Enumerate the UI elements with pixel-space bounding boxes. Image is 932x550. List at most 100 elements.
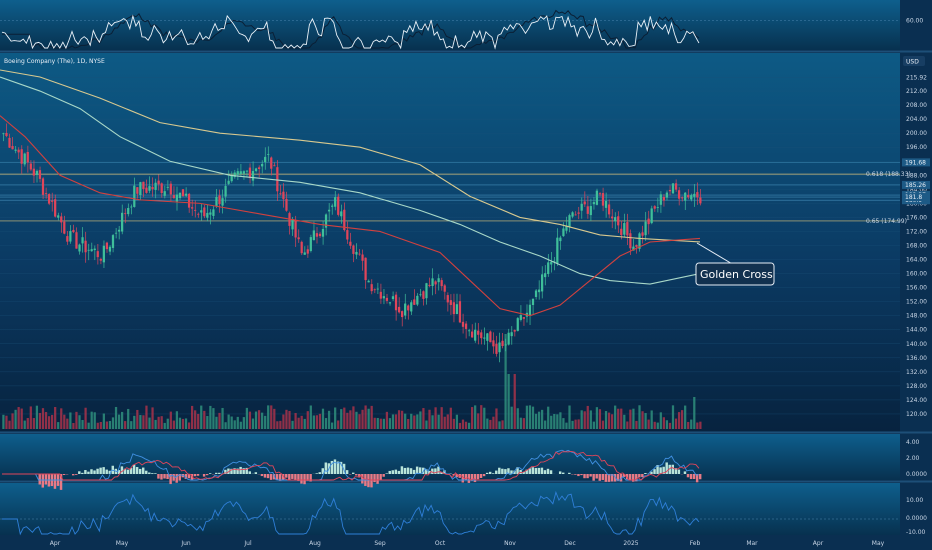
macd-histogram-bar: [622, 474, 626, 477]
volume-bar: [632, 408, 635, 429]
macd-histogram-bar: [400, 466, 404, 474]
price-tick-label: 152.00: [906, 299, 927, 306]
price-badge-label: 191.68: [905, 159, 926, 166]
volume-bar: [96, 422, 99, 429]
candle-body: [577, 212, 580, 214]
macd-histogram-bar: [452, 474, 455, 476]
volume-bar: [376, 417, 379, 429]
macd-histogram-bar: [464, 474, 468, 481]
candle-body: [547, 262, 550, 275]
candle-body: [391, 296, 395, 300]
macd-histogram-bar: [482, 474, 486, 477]
price-tick-label: 164.00: [906, 257, 927, 264]
macd-histogram-bar: [205, 474, 209, 476]
candle-body: [276, 167, 279, 192]
volume-bar: [187, 422, 191, 429]
candle-body: [413, 299, 416, 305]
volume-bar: [172, 420, 175, 429]
macd-histogram-bar: [239, 466, 242, 474]
volume-bar: [638, 405, 641, 429]
volume-bar: [251, 418, 255, 429]
macd-histogram-bar: [87, 471, 90, 474]
golden-cross-annotation[interactable]: Golden Cross: [695, 242, 775, 286]
candle-body: [367, 280, 370, 283]
candle-body: [638, 233, 641, 249]
macd-histogram-bar: [632, 474, 635, 482]
macd-histogram-bar: [169, 474, 172, 485]
volume-bar: [367, 408, 370, 429]
currency-badge[interactable]: [903, 56, 925, 66]
macd-histogram-bar: [345, 470, 349, 474]
candle-body: [178, 192, 182, 198]
candle-body: [461, 321, 465, 327]
macd-histogram-bar: [671, 464, 675, 474]
time-tick-label: Jun: [180, 540, 191, 547]
volume-bar: [136, 409, 139, 429]
macd-histogram-bar: [294, 474, 297, 480]
volume-bar: [361, 409, 364, 429]
candle-body: [346, 230, 349, 240]
macd-histogram-bar: [479, 474, 483, 478]
volume-bar: [69, 412, 72, 429]
volume-bar: [644, 413, 647, 429]
volume-bar: [120, 411, 124, 429]
candle-body: [291, 219, 294, 230]
volume-bar: [105, 421, 109, 429]
macd-histogram-bar: [230, 468, 233, 474]
macd-histogram-bar: [355, 474, 358, 476]
macd-tick-label: 0.0000: [906, 471, 927, 478]
right-axis-bg: [900, 0, 932, 550]
volume-bar: [181, 418, 185, 429]
macd-histogram-bar: [574, 474, 577, 475]
volume-bar: [54, 407, 57, 429]
macd-histogram-bar: [650, 471, 653, 474]
candle-body: [306, 249, 309, 254]
candle-body: [407, 305, 410, 311]
price-tick-label: 120.00: [906, 411, 927, 418]
candle-body: [370, 284, 373, 292]
volume-bar: [492, 416, 495, 429]
volume-bar: [519, 417, 522, 429]
macd-histogram-bar: [38, 474, 41, 485]
candle-body: [340, 211, 343, 217]
volume-bar: [35, 405, 39, 429]
macd-histogram-bar: [53, 474, 57, 489]
horizontal-levels: 0.618 (188.33) 0.65 (174.99): [0, 162, 911, 225]
macd-histogram-bar: [543, 470, 547, 474]
macd-histogram-bar: [488, 471, 492, 474]
candle-body: [650, 208, 653, 224]
macd-histogram-bar: [662, 466, 665, 474]
volume-bar: [178, 417, 182, 429]
macd-histogram-bar: [665, 462, 668, 474]
volume-bar: [455, 414, 459, 429]
candle-body: [26, 151, 29, 163]
candle-body: [352, 245, 355, 254]
candle-body: [553, 260, 556, 262]
candle-body: [671, 183, 675, 194]
candle-body: [534, 290, 538, 297]
candle-body: [32, 168, 35, 176]
volume-bar: [184, 418, 188, 429]
candle-body: [200, 210, 203, 213]
volume-bar: [8, 420, 11, 429]
volume-bar: [431, 415, 434, 429]
volume-bar: [200, 405, 203, 429]
candle-body: [519, 315, 522, 320]
macd-histogram-bar: [135, 467, 139, 474]
candle-body: [300, 241, 303, 254]
candle-body: [294, 220, 297, 238]
volume-bar: [659, 412, 662, 429]
oscillator-pane: [0, 483, 900, 535]
candle-body: [592, 202, 595, 205]
volume-bar: [656, 422, 659, 429]
macd-histogram-bar: [531, 467, 535, 474]
macd-histogram-bar: [148, 472, 151, 474]
macd-histogram-bar: [309, 474, 312, 482]
macd-histogram-bar: [698, 474, 702, 480]
volume-bar: [400, 410, 404, 429]
macd-histogram-bar: [598, 474, 601, 481]
macd-histogram-bar: [285, 474, 288, 478]
volume-bar: [379, 418, 382, 429]
macd-histogram-bar: [373, 474, 376, 483]
candle-body: [696, 192, 699, 198]
